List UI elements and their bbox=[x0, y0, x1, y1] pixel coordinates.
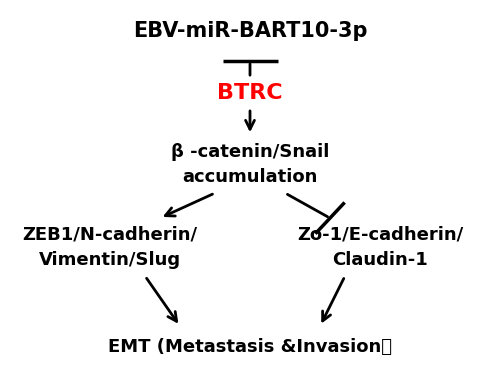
Text: ZEB1/N-cadherin/
Vimentin/Slug: ZEB1/N-cadherin/ Vimentin/Slug bbox=[22, 225, 198, 269]
Text: BTRC: BTRC bbox=[217, 83, 283, 103]
Text: EBV-miR-BART10-3p: EBV-miR-BART10-3p bbox=[133, 21, 367, 41]
Text: EMT (Metastasis &Invasion）: EMT (Metastasis &Invasion） bbox=[108, 339, 392, 356]
Text: β -catenin/Snail
accumulation: β -catenin/Snail accumulation bbox=[171, 142, 329, 186]
Text: Zo-1/E-cadherin/
Claudin-1: Zo-1/E-cadherin/ Claudin-1 bbox=[297, 225, 463, 269]
